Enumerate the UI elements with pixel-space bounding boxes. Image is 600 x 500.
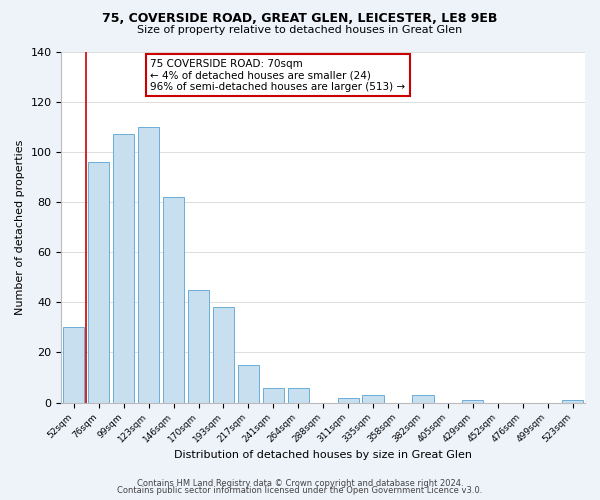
Bar [138, 126, 159, 402]
X-axis label: Distribution of detached houses by size in Great Glen: Distribution of detached houses by size … [174, 450, 472, 460]
Bar [113, 134, 134, 402]
Bar [188, 290, 209, 403]
Bar [263, 388, 284, 402]
Text: Contains public sector information licensed under the Open Government Licence v3: Contains public sector information licen… [118, 486, 482, 495]
Bar [462, 400, 484, 402]
Bar [338, 398, 359, 402]
Bar [88, 162, 109, 402]
Text: Size of property relative to detached houses in Great Glen: Size of property relative to detached ho… [137, 25, 463, 35]
Bar [412, 395, 434, 402]
Bar [213, 308, 234, 402]
Bar [238, 365, 259, 403]
Text: 75, COVERSIDE ROAD, GREAT GLEN, LEICESTER, LE8 9EB: 75, COVERSIDE ROAD, GREAT GLEN, LEICESTE… [103, 12, 497, 26]
Bar [163, 197, 184, 402]
Bar [63, 328, 85, 402]
Text: Contains HM Land Registry data © Crown copyright and database right 2024.: Contains HM Land Registry data © Crown c… [137, 478, 463, 488]
Bar [287, 388, 309, 402]
Text: 75 COVERSIDE ROAD: 70sqm
← 4% of detached houses are smaller (24)
96% of semi-de: 75 COVERSIDE ROAD: 70sqm ← 4% of detache… [151, 58, 406, 92]
Bar [362, 395, 383, 402]
Bar [562, 400, 583, 402]
Y-axis label: Number of detached properties: Number of detached properties [15, 140, 25, 315]
